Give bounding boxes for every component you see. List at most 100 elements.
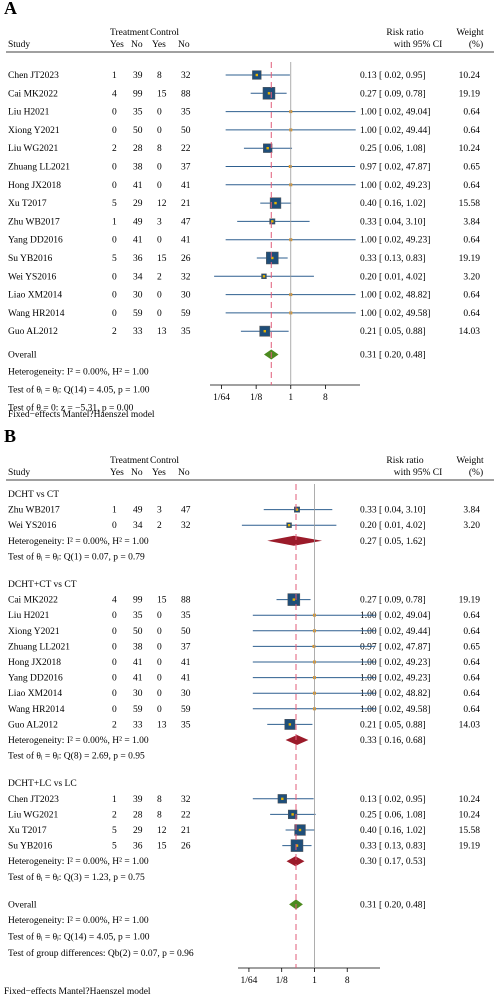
control-yes-count: 0: [157, 689, 162, 699]
weight-percent: 19.19: [459, 842, 481, 852]
risk-ratio-ci: 0.25 [ 0.06, 1.08]: [360, 810, 426, 820]
risk-ratio-ci: 0.13 [ 0.02, 0.95]: [360, 71, 426, 81]
study-name: Liu WG2021: [8, 144, 58, 154]
control-yes-count: 8: [157, 144, 162, 154]
control-no-count: 35: [181, 327, 191, 337]
control-no-count: 59: [181, 309, 191, 319]
risk-ratio-ci: 0.33 [ 0.04, 3.10]: [360, 217, 426, 227]
treatment-yes-count: 0: [112, 705, 117, 715]
control-yes-count: 12: [157, 826, 167, 836]
control-yes-count: 0: [157, 108, 162, 118]
control-no-count: 88: [181, 89, 191, 99]
weight-percent: 0.64: [463, 309, 480, 319]
subgroup-q-test: Test of θᵢ = θⱼ: Q(3) = 1.23, p = 0.75: [8, 872, 145, 883]
header-study: Study: [8, 468, 30, 478]
treatment-no-count: 34: [133, 272, 143, 282]
control-no-count: 47: [181, 217, 191, 227]
treatment-yes-count: 5: [112, 254, 117, 264]
treatment-yes-count: 0: [112, 236, 117, 246]
risk-ratio-ci: 1.00 [ 0.02, 49.04]: [360, 611, 430, 621]
control-yes-count: 0: [157, 309, 162, 319]
overall-stat: Test of θᵢ = θⱼ: Q(14) = 4.05, p = 1.00: [8, 931, 150, 942]
x-tick-label: 8: [345, 976, 350, 986]
treatment-no-count: 39: [133, 71, 143, 81]
weight-percent: 0.64: [463, 126, 480, 136]
header-treatment: Treatment: [110, 28, 149, 38]
study-name: Wang HR2014: [8, 705, 65, 715]
point-estimate-marker: [263, 330, 266, 333]
risk-ratio-ci: 1.00 [ 0.02, 49.44]: [360, 627, 430, 637]
treatment-no-count: 36: [133, 254, 143, 264]
x-tick-label: 1/64: [213, 393, 230, 403]
study-name: Wei YS2016: [8, 272, 56, 282]
treatment-yes-count: 2: [112, 810, 117, 820]
study-name: Zhu WB2017: [8, 217, 60, 227]
control-yes-count: 0: [157, 674, 162, 684]
treatment-yes-count: 2: [112, 327, 117, 337]
control-yes-count: 0: [157, 627, 162, 637]
study-name: Guo AL2012: [8, 327, 58, 337]
study-name: Wang HR2014: [8, 309, 65, 319]
control-no-count: 26: [181, 842, 191, 852]
control-no-count: 21: [181, 826, 191, 836]
point-estimate-marker: [287, 524, 291, 527]
risk-ratio-ci: 0.13 [ 0.02, 0.95]: [360, 795, 426, 805]
overall-stat: Heterogeneity: I² = 0.00%, H² = 1.00: [8, 916, 149, 926]
control-yes-count: 0: [157, 658, 162, 668]
control-no-count: 26: [181, 254, 191, 264]
subgroup-diamond: [285, 735, 309, 745]
treatment-no-count: 49: [133, 506, 143, 516]
weight-percent: 0.64: [463, 689, 480, 699]
header-treatment-no: No: [131, 468, 143, 478]
control-no-count: 30: [181, 689, 191, 699]
subgroup-risk-ratio-ci: 0.30 [ 0.17, 0.53]: [360, 857, 426, 867]
control-no-count: 41: [181, 674, 191, 684]
treatment-yes-count: 0: [112, 627, 117, 637]
control-yes-count: 0: [157, 126, 162, 136]
study-name: Cai MK2022: [8, 89, 58, 99]
model-note: Fixed−effects Mantel?Haenszel model: [4, 986, 151, 997]
risk-ratio-ci: 0.20 [ 0.01, 4.02]: [360, 272, 426, 282]
study-name: Zhu WB2017: [8, 506, 60, 516]
risk-ratio-ci: 0.97 [ 0.02, 47.87]: [360, 642, 430, 652]
study-name: Su YB2016: [8, 254, 53, 264]
header-with-ci: with 95% CI: [394, 468, 443, 478]
risk-ratio-ci: 0.21 [ 0.05, 0.88]: [360, 327, 426, 337]
weight-percent: 15.58: [459, 199, 481, 209]
risk-ratio-ci: 1.00 [ 0.02, 49.04]: [360, 108, 430, 118]
weight-percent: 3.84: [463, 217, 480, 227]
control-yes-count: 0: [157, 642, 162, 652]
weight-percent: 0.64: [463, 705, 480, 715]
header-weight: Weight: [456, 456, 484, 466]
risk-ratio-ci: 1.00 [ 0.02, 49.23]: [360, 658, 430, 668]
control-no-count: 32: [181, 795, 191, 805]
header-weight-unit: (%): [469, 39, 483, 50]
treatment-no-count: 35: [133, 108, 143, 118]
header-control-yes: Yes: [152, 40, 166, 50]
control-no-count: 32: [181, 521, 191, 531]
point-estimate-marker: [312, 644, 316, 648]
header-control: Control: [150, 28, 179, 38]
x-tick-label: 1/8: [276, 976, 288, 986]
study-name: Xu T2017: [8, 826, 47, 836]
subgroup-diamond: [267, 535, 323, 546]
control-yes-count: 0: [157, 705, 162, 715]
treatment-yes-count: 5: [112, 199, 117, 209]
risk-ratio-ci: 1.00 [ 0.02, 49.58]: [360, 309, 430, 319]
risk-ratio-ci: 1.00 [ 0.02, 49.58]: [360, 705, 430, 715]
heterogeneity-stat: Heterogeneity: I² = 0.00%, H² = 1.00: [8, 368, 149, 378]
weight-percent: 0.64: [463, 108, 480, 118]
weight-percent: 0.64: [463, 627, 480, 637]
control-yes-count: 0: [157, 163, 162, 173]
weight-percent: 10.24: [459, 144, 481, 154]
weight-percent: 0.65: [463, 642, 480, 652]
risk-ratio-ci: 0.20 [ 0.01, 4.02]: [360, 521, 426, 531]
header-risk-ratio: Risk ratio: [386, 28, 423, 38]
control-yes-count: 2: [157, 272, 162, 282]
treatment-yes-count: 0: [112, 674, 117, 684]
subgroup-heterogeneity: Heterogeneity: I² = 0.00%, H² = 1.00: [8, 537, 149, 547]
control-no-count: 30: [181, 291, 191, 301]
control-yes-count: 8: [157, 795, 162, 805]
treatment-no-count: 28: [133, 144, 143, 154]
